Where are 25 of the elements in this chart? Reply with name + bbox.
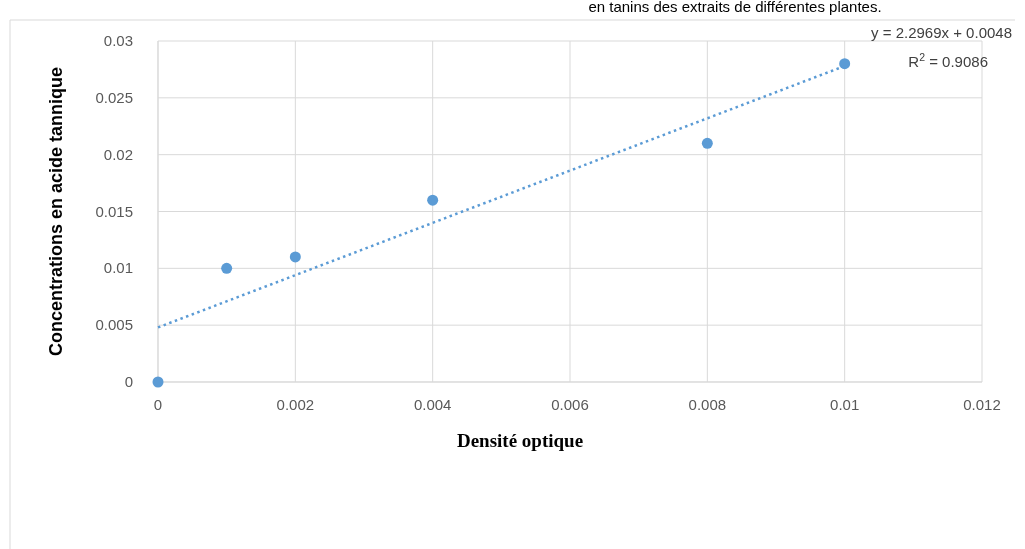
- x-tick-label: 0: [153, 396, 163, 413]
- y-tick-label: 0.025: [95, 88, 133, 106]
- y-tick-label: 0.015: [95, 202, 133, 220]
- x-tick-label: 0.006: [551, 396, 589, 413]
- x-tick-label: 0.002: [276, 396, 315, 413]
- point: [152, 376, 164, 388]
- y-tick-label: 0.01: [103, 259, 133, 277]
- y-tick-label: 0: [124, 373, 133, 390]
- x-tick-label: 0.012: [963, 396, 1001, 413]
- x-tick-label: 0.01: [830, 396, 860, 413]
- x-axis-title: Densité optique: [456, 430, 584, 451]
- point: [289, 251, 301, 263]
- y-tick-label: 0.005: [95, 316, 133, 334]
- x-tick-label: 0.008: [688, 396, 727, 413]
- y-axis-title: Concentrations en acide tannique: [46, 66, 66, 357]
- point: [839, 58, 851, 70]
- point: [221, 262, 233, 274]
- x-tick-label: 0.004: [413, 396, 452, 413]
- point: [427, 194, 439, 206]
- y-tick-label: 0.02: [103, 145, 133, 163]
- y-tick-label: 0.03: [103, 32, 133, 49]
- annotation: R$^{2}$ = 0.9086: [908, 51, 988, 70]
- text: en tanins des extraits de différentes plantes.: [588, 0, 882, 15]
- point: [701, 137, 713, 149]
- annotation: y = 2.2969x + 0.0048: [871, 24, 1012, 41]
